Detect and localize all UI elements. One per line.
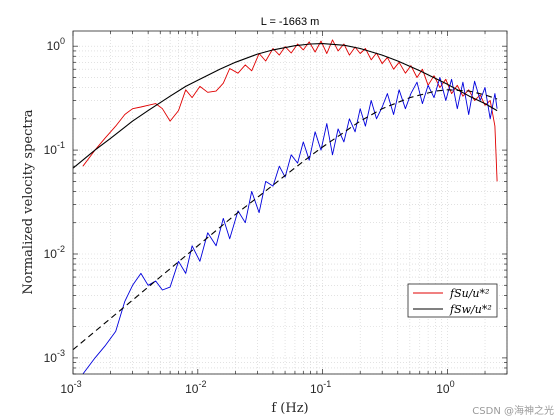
tick-labels: 10-3 10-2 10-1 100 10-3 10-2 10-1 100 — [44, 36, 455, 396]
series-layer — [72, 39, 498, 375]
grid — [72, 31, 508, 375]
x-tick-label: 100 — [436, 379, 454, 396]
series-line-2 — [72, 43, 498, 169]
y-tick-label: 10-3 — [44, 348, 65, 365]
y-tick-label: 10-1 — [44, 140, 65, 157]
legend-label-1: fSw/u*² — [449, 303, 492, 316]
legend: fSu/u*² fSw/u*² — [407, 283, 498, 318]
ticks — [72, 31, 508, 375]
y-tick-label: 10-2 — [44, 244, 65, 261]
series-line-3 — [72, 89, 498, 351]
legend-label-0: fSu/u*² — [449, 287, 489, 300]
chart-title: L = -1663 m — [261, 16, 320, 28]
y-tick-label: 100 — [47, 36, 65, 53]
x-axis-label: f (Hz) — [271, 401, 308, 416]
series-line-1 — [82, 77, 498, 375]
y-axis-label: Normalized velocity spectra — [21, 109, 36, 294]
x-tick-label: 10-3 — [60, 379, 81, 396]
watermark: CSDN @海神之光 — [472, 406, 554, 417]
x-tick-label: 10-2 — [185, 379, 206, 396]
plot-frame — [72, 30, 508, 375]
legend-box — [407, 283, 498, 318]
x-tick-label: 10-1 — [310, 379, 331, 396]
